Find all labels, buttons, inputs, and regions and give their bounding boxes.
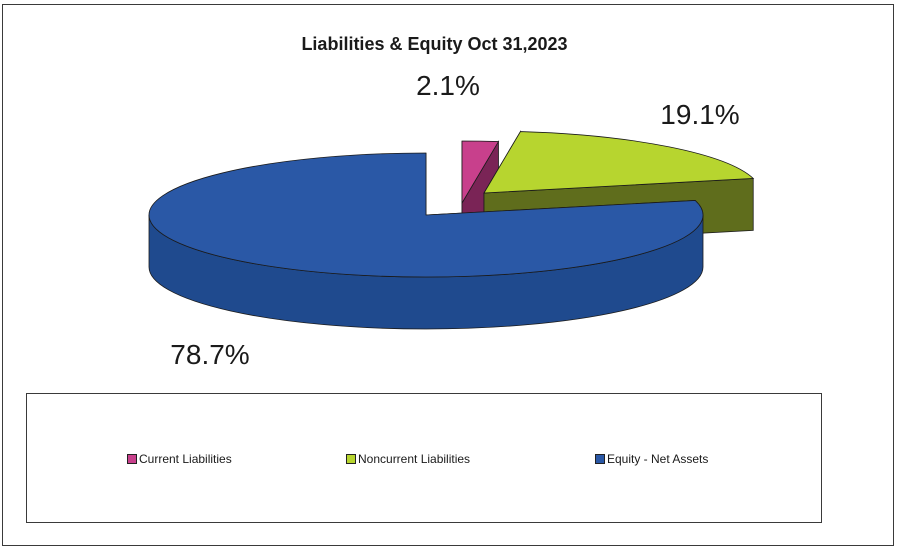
pie-slice-equity-net-assets xyxy=(148,152,704,278)
pct-label-equity-net-assets: 78.7% xyxy=(170,339,249,370)
pct-label-current-liabilities: 2.1% xyxy=(416,70,480,101)
chart-title: Liabilities & Equity Oct 31,2023 xyxy=(301,34,568,54)
legend-label-noncurrent-liabilities: Noncurrent Liabilities xyxy=(358,452,471,466)
legend-swatch-equity-net-assets xyxy=(595,454,605,464)
chart-legend: Current Liabilities Noncurrent Liabiliti… xyxy=(26,393,822,523)
legend-label-current-liabilities: Current Liabilities xyxy=(139,452,232,466)
pie-slice-current-liabilities xyxy=(461,140,500,205)
pie-slice-noncurrent-liabilities xyxy=(483,131,755,194)
legend-item-noncurrent-liabilities: Noncurrent Liabilities xyxy=(346,452,470,466)
legend-item-equity-net-assets: Equity - Net Assets xyxy=(595,452,708,466)
legend-label-equity-net-assets: Equity - Net Assets xyxy=(607,452,709,466)
legend-swatch-noncurrent-liabilities xyxy=(346,454,356,464)
legend-swatch-current-liabilities xyxy=(127,454,137,464)
pct-label-noncurrent-liabilities: 19.1% xyxy=(660,99,739,130)
legend-item-current-liabilities: Current Liabilities xyxy=(127,452,232,466)
pie-tops xyxy=(148,131,755,278)
